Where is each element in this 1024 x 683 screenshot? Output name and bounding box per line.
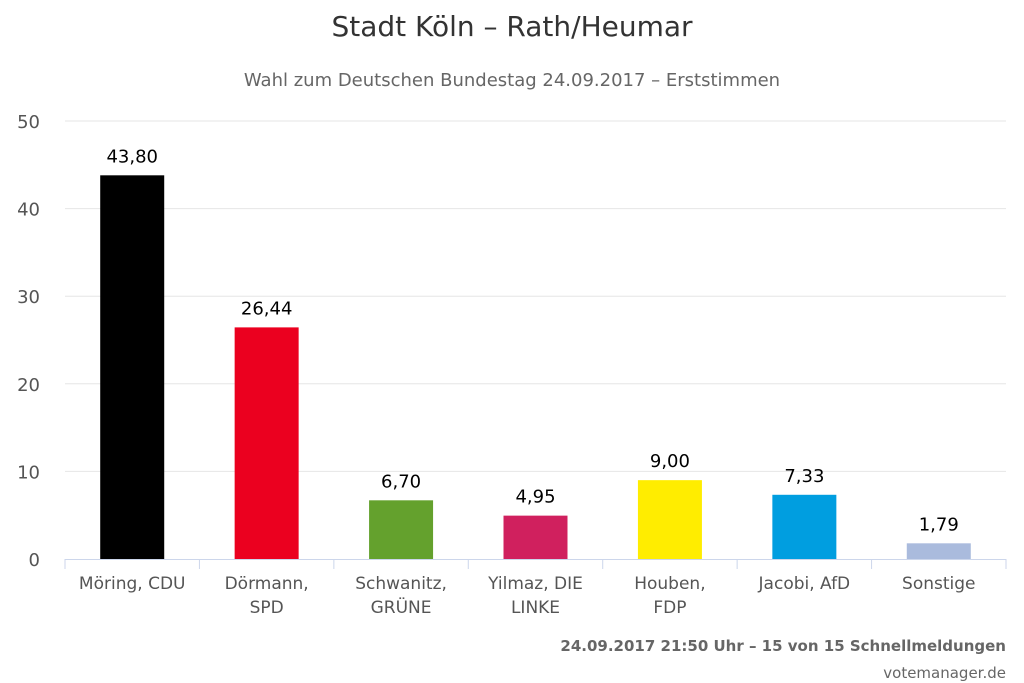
- data-label: 4,95: [515, 487, 555, 508]
- y-tick-label: 40: [17, 200, 40, 221]
- bars: [100, 175, 971, 559]
- x-tick-label: LINKE: [511, 598, 560, 618]
- y-tick-label: 0: [29, 550, 40, 571]
- data-label: 43,80: [106, 146, 158, 167]
- data-labels: 43,80 26,44 6,70 4,95 9,00 7,33 1,79: [106, 146, 958, 535]
- x-tick-label: GRÜNE: [371, 596, 432, 618]
- x-tick-label: Houben,: [634, 574, 705, 594]
- data-label: 1,79: [919, 514, 959, 535]
- bar[interactable]: [772, 494, 837, 559]
- x-tick-label: Sonstige: [902, 574, 975, 594]
- y-axis-ticks: 0 10 20 30 40 50: [17, 112, 40, 571]
- footer-status: 24.09.2017 21:50 Uhr – 15 von 15 Schnell…: [560, 637, 1006, 655]
- y-tick-label: 30: [17, 287, 40, 308]
- data-label: 9,00: [650, 451, 690, 472]
- bar[interactable]: [369, 500, 434, 559]
- x-tick-label: FDP: [653, 598, 686, 618]
- chart-subtitle: Wahl zum Deutschen Bundestag 24.09.2017 …: [243, 70, 781, 91]
- data-label: 7,33: [784, 466, 824, 487]
- bar[interactable]: [503, 515, 568, 559]
- x-tick-label: Dörmann,: [225, 574, 309, 594]
- bar[interactable]: [637, 480, 702, 559]
- bar[interactable]: [234, 327, 299, 559]
- chart-title: Stadt Köln – Rath/Heumar: [331, 10, 693, 43]
- y-tick-label: 20: [17, 375, 40, 396]
- x-tick-label: SPD: [250, 598, 284, 618]
- bar[interactable]: [906, 543, 971, 559]
- x-tick-label: Jacobi, AfD: [758, 574, 851, 594]
- x-axis: [64, 559, 1007, 569]
- footer-credit[interactable]: votemanager.de: [883, 664, 1006, 682]
- grid-lines: [65, 120, 1006, 472]
- x-tick-label: Schwanitz,: [355, 574, 447, 594]
- y-tick-label: 10: [17, 462, 40, 483]
- x-tick-label: Möring, CDU: [79, 574, 186, 594]
- y-tick-label: 50: [17, 112, 40, 133]
- x-axis-ticks: Möring, CDU Dörmann, SPD Schwanitz,GRÜNE Yil…: [79, 574, 976, 618]
- bar[interactable]: [100, 175, 165, 559]
- data-label: 26,44: [241, 298, 293, 319]
- x-tick-label: Yilmaz, DIE: [487, 574, 583, 594]
- data-label: 6,70: [381, 471, 421, 492]
